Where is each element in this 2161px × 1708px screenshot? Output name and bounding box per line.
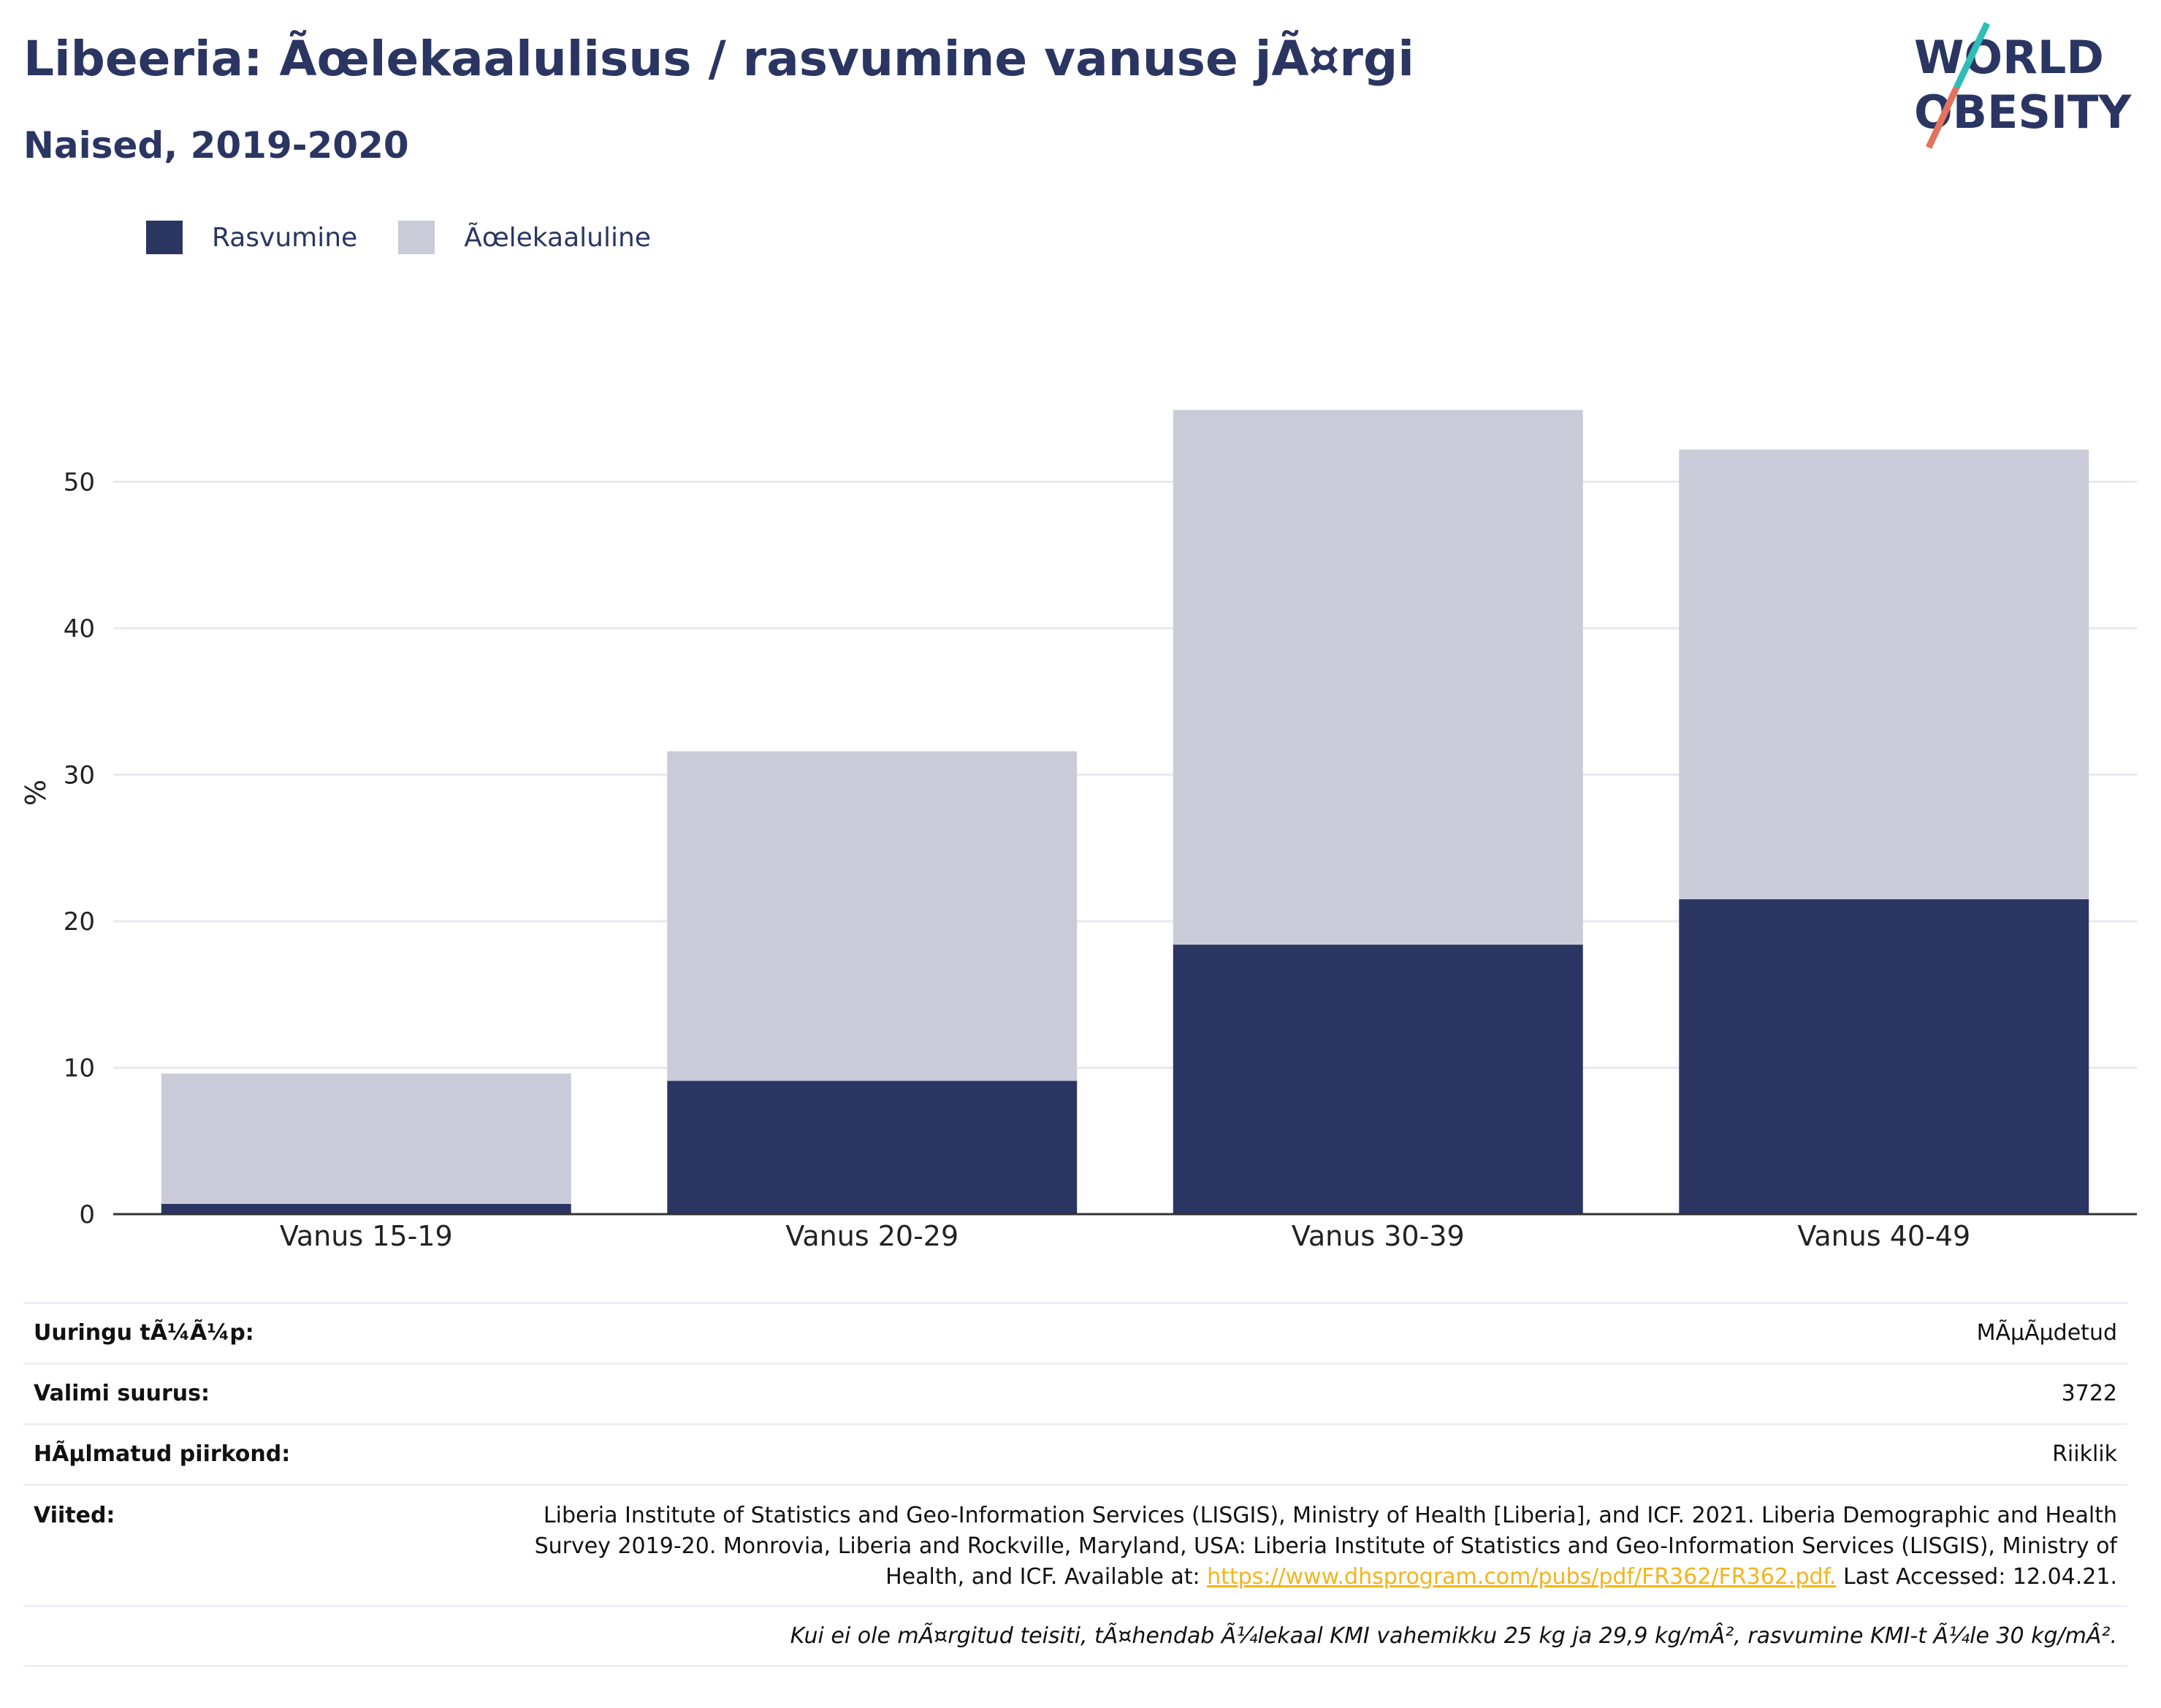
bar-obesity	[1679, 899, 2089, 1214]
x-category-label: Vanus 20-29	[785, 1220, 958, 1252]
legend-label-overweight: Ãœlekaaluline	[464, 222, 651, 253]
y-tick-label: 30	[64, 761, 95, 790]
info-row-area: HÃµlmatud piirkond: Riiklik	[23, 1423, 2127, 1484]
sample-size-value: 3722	[2061, 1381, 2117, 1406]
bar-obesity	[1173, 945, 1583, 1214]
x-category-labels: Vanus 15-19 Vanus 20-29 Vanus 30-39 Vanus 4…	[280, 1220, 1970, 1252]
references-label: Viited:	[34, 1503, 115, 1528]
bars	[161, 410, 2089, 1214]
bar-obesity	[161, 1203, 571, 1214]
area-label: HÃµlmatud piirkond:	[34, 1441, 291, 1467]
legend-label-obesity: Rasvumine	[212, 222, 358, 253]
y-axis-label: %	[20, 779, 52, 806]
info-row-survey-type: Uuringu tÃ¼Ã¼p: MÃµÃµdetud	[23, 1302, 2127, 1362]
bar-overweight	[1173, 410, 1583, 945]
x-category-label: Vanus 30-39	[1292, 1220, 1465, 1252]
legend: Rasvumine Ãœlekaaluline	[146, 219, 692, 256]
survey-type-label: Uuringu tÃ¼Ã¼p:	[34, 1320, 254, 1346]
info-table: Uuringu tÃ¼Ã¼p: MÃµÃµdetud Valimi suurus…	[23, 1302, 2127, 1667]
references-text: Liberia Institute of Statistics and Geo-…	[534, 1503, 2117, 1590]
survey-type-value: MÃµÃµdetud	[1976, 1320, 2117, 1346]
chart-subtitle: Naised, 2019-2020	[23, 124, 409, 167]
y-tick-label: 50	[64, 468, 95, 497]
logo-slash-teal	[1953, 22, 1991, 89]
y-tick-labels: 0 10 20 30 40 50	[64, 468, 95, 1230]
logo-word-world: WORLD	[1914, 31, 2104, 84]
area-value: Riiklik	[2052, 1441, 2117, 1467]
references-value: Liberia Institute of Statistics and Geo-…	[510, 1501, 2117, 1593]
legend-swatch-overweight	[398, 221, 435, 254]
references-tail: Last Accessed: 12.04.21.	[1836, 1564, 2117, 1590]
x-category-label: Vanus 40-49	[1797, 1220, 1970, 1252]
footnote: Kui ei ole mÃ¤rgitud teisiti, tÃ¤hendab …	[790, 1623, 2117, 1649]
bar-overweight	[1679, 449, 2089, 899]
bar-obesity	[667, 1080, 1078, 1214]
world-obesity-logo: WORLD OBESITY	[1914, 22, 2132, 149]
sample-size-label: Valimi suurus:	[34, 1381, 210, 1406]
logo-slash-coral	[1925, 86, 1960, 149]
info-row-references: Viited: Liberia Institute of Statistics …	[23, 1484, 2127, 1605]
legend-item-overweight: Ãœlekaaluline	[398, 221, 651, 254]
x-category-label: Vanus 15-19	[280, 1220, 453, 1252]
legend-swatch-obesity	[146, 221, 183, 254]
info-bottom-rule	[23, 1665, 2127, 1667]
chart-title: Libeeria: Ãœlekaalulisus / rasvumine van…	[23, 31, 1414, 87]
info-row-sample-size: Valimi suurus: 3722	[23, 1362, 2127, 1423]
references-link[interactable]: https://www.dhsprogram.com/pubs/pdf/FR36…	[1207, 1564, 1837, 1590]
bar-overweight	[667, 751, 1078, 1081]
y-tick-label: 10	[64, 1054, 95, 1083]
y-tick-label: 20	[64, 907, 95, 937]
bar-overweight	[161, 1073, 571, 1204]
y-tick-label: 40	[64, 614, 95, 644]
info-row-footnote: Kui ei ole mÃ¤rgitud teisiti, tÃ¤hendab …	[23, 1605, 2127, 1665]
y-tick-label: 0	[79, 1200, 95, 1229]
legend-item-obesity: Rasvumine	[146, 221, 357, 254]
